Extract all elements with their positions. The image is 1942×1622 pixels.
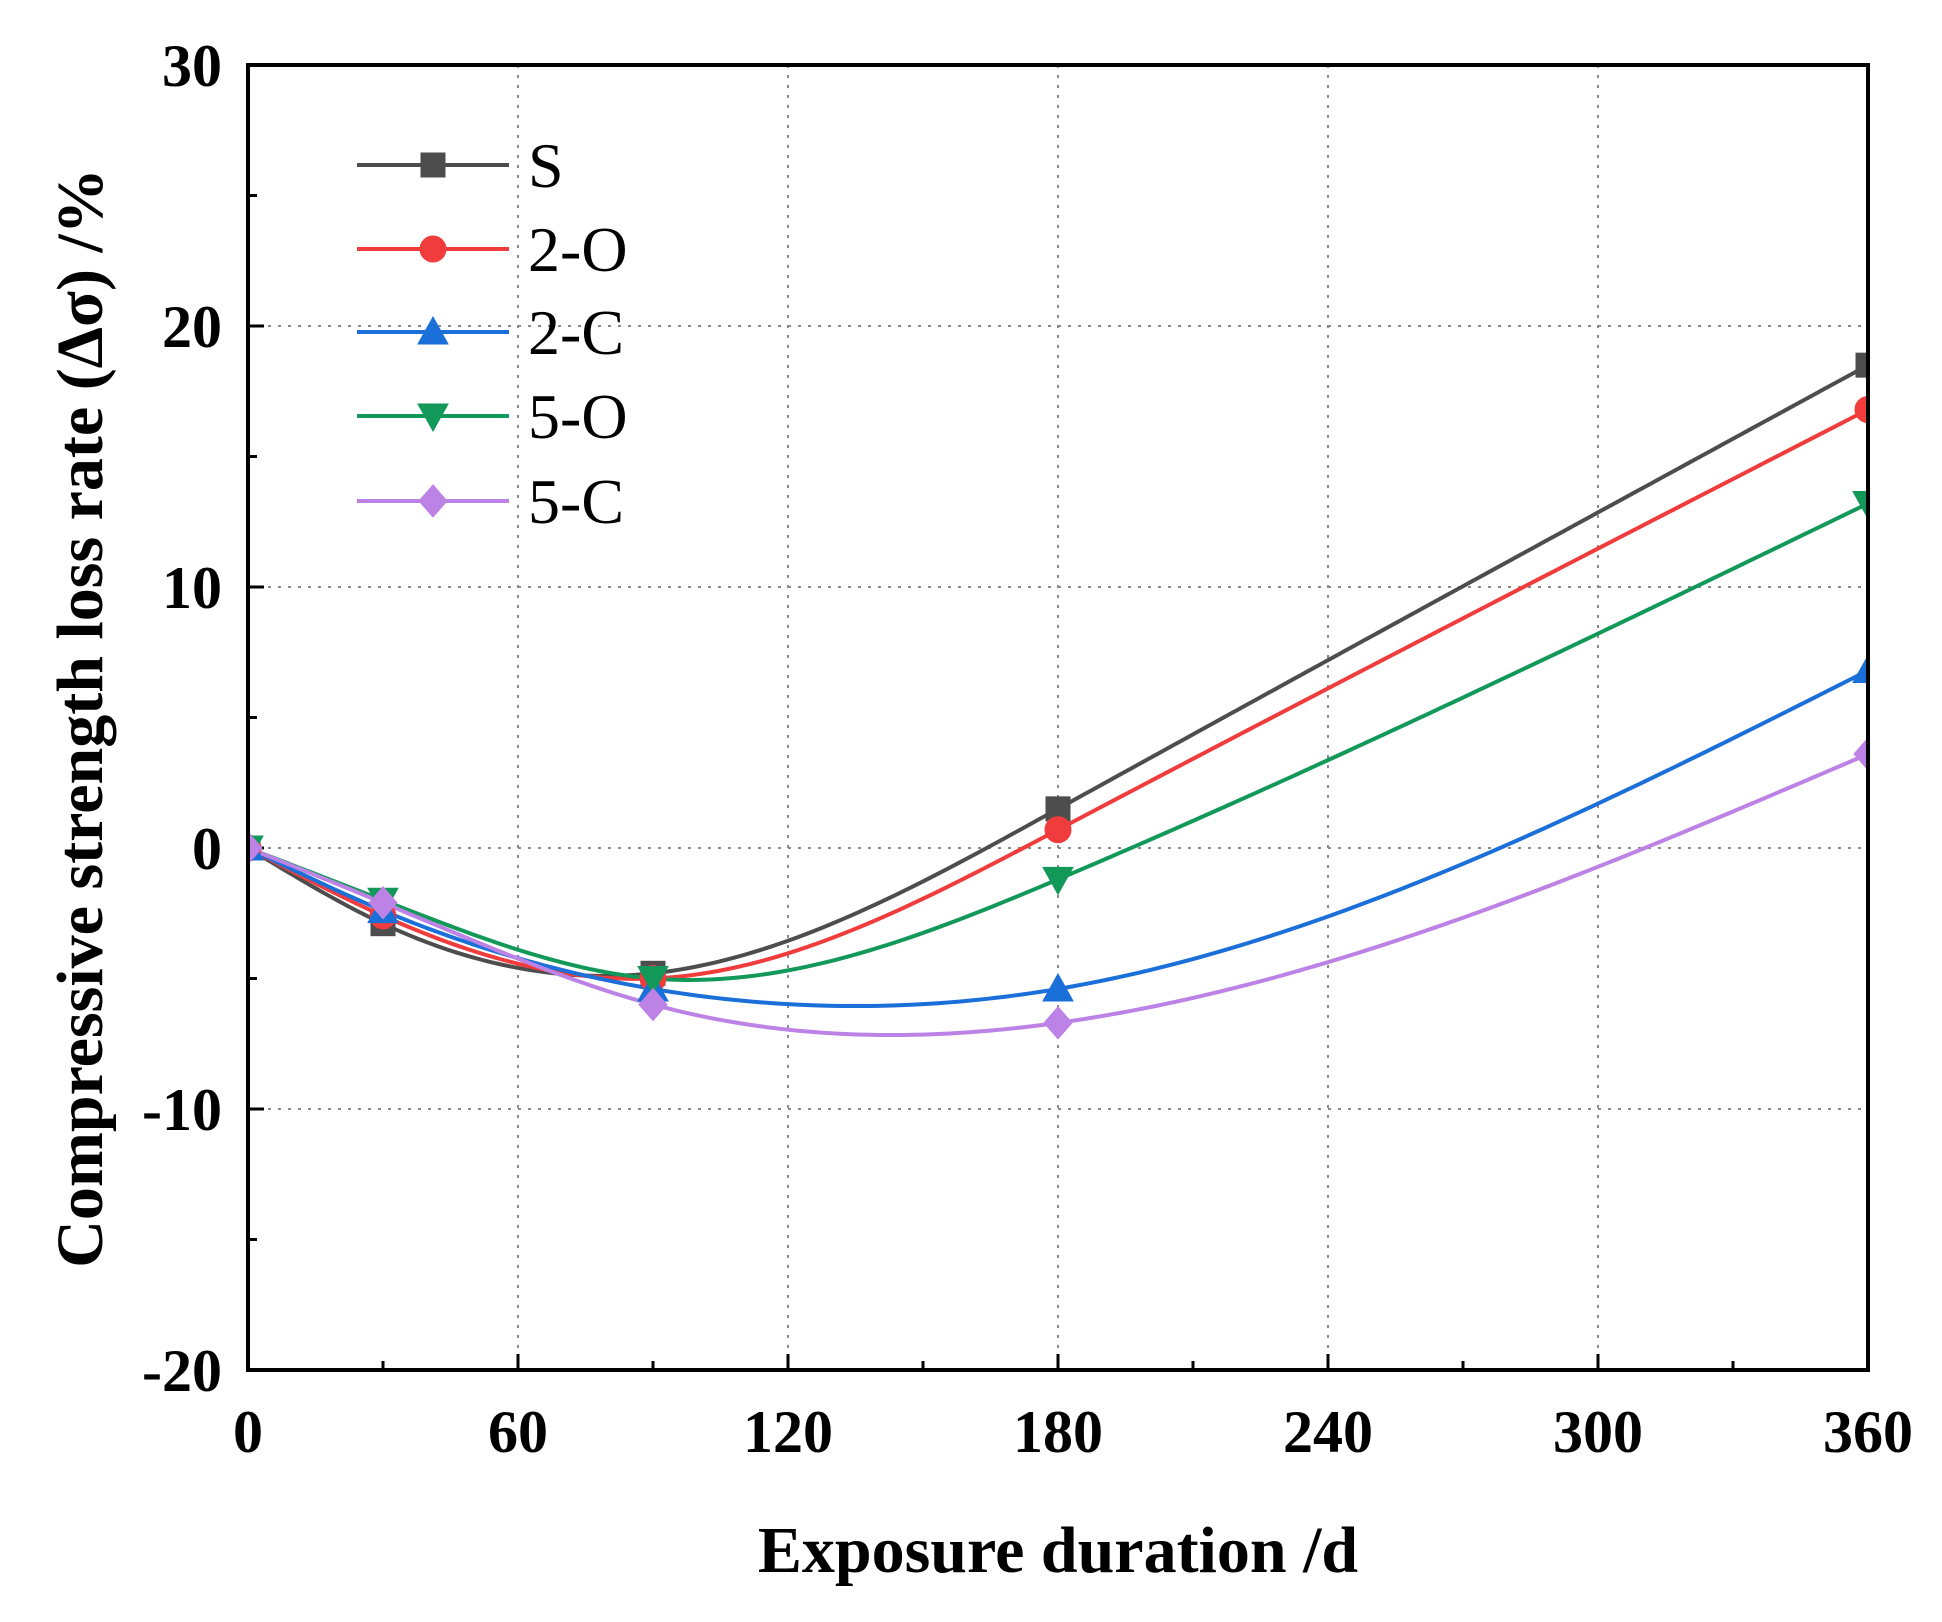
y-tick-label: 10 xyxy=(162,555,222,621)
series-2-c-point xyxy=(1042,972,1074,1002)
y-tick-label: 30 xyxy=(162,33,222,99)
x-tick-label: 60 xyxy=(488,1399,548,1465)
y-tick-label: 20 xyxy=(162,294,222,360)
x-tick-label: 360 xyxy=(1823,1399,1913,1465)
legend-label: 2-O xyxy=(528,214,628,285)
x-tick-label: 240 xyxy=(1283,1399,1373,1465)
series-5-c-point xyxy=(1043,1006,1073,1040)
y-tick-label: 0 xyxy=(192,816,222,882)
y-tick-labels: 30 20 10 0 -10 -20 xyxy=(142,33,222,1404)
legend-label: 5-O xyxy=(528,381,628,452)
legend-marker xyxy=(417,403,449,433)
series-5-c-point xyxy=(248,831,263,865)
series-5-o-point xyxy=(637,966,669,995)
legend-item-5-o: 5-O xyxy=(357,381,628,452)
legend-item-5-c: 5-C xyxy=(357,466,624,537)
series-group xyxy=(248,352,1868,1040)
legend-label: 5-C xyxy=(528,466,624,537)
series-5-c-point xyxy=(638,987,668,1022)
x-tick-label: 180 xyxy=(1013,1399,1103,1465)
y-tick-label: -10 xyxy=(142,1077,222,1143)
series-5-o-point xyxy=(1042,866,1074,896)
legend-marker xyxy=(417,315,449,345)
legend-item-2-c: 2-C xyxy=(357,297,624,368)
x-axis-title: Exposure duration /d xyxy=(758,1514,1358,1587)
legend: S 2-O 2-C 5-O 5-C xyxy=(357,130,628,537)
series-s-point xyxy=(1855,352,1868,378)
x-tick-label: 120 xyxy=(743,1399,833,1465)
plot-frame xyxy=(246,63,1870,1372)
gridlines xyxy=(248,65,1868,1370)
series-5-o-point xyxy=(1852,490,1868,520)
series-5-c-point xyxy=(368,886,398,920)
legend-item-s: S xyxy=(357,130,564,201)
legend-label: S xyxy=(528,130,564,201)
series-2-o-point xyxy=(1854,396,1868,424)
x-tick-label: 0 xyxy=(233,1399,263,1465)
series-2-o-point xyxy=(1044,816,1072,844)
series-5-c-point xyxy=(1853,737,1868,771)
x-tick-labels: 0 60 120 180 240 300 360 xyxy=(233,1399,1913,1465)
y-tick-label: -20 xyxy=(142,1338,222,1404)
legend-label: 2-C xyxy=(528,297,624,368)
y-axis-title: Compressive strength loss rate (Δσ) /% xyxy=(44,168,117,1268)
x-tick-label: 300 xyxy=(1553,1399,1643,1465)
legend-marker xyxy=(418,484,448,518)
series-2-c-point xyxy=(1852,654,1868,684)
legend-item-2-o: 2-O xyxy=(357,214,628,285)
legend-marker xyxy=(419,235,447,263)
legend-marker xyxy=(420,152,446,178)
